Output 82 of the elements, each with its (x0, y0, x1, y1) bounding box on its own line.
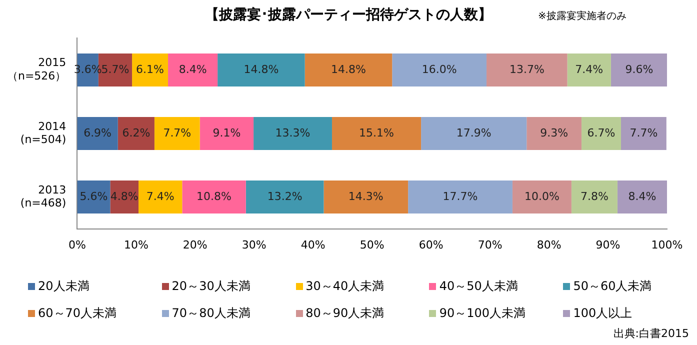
bar (617, 180, 667, 214)
legend-label: 60～70人未満 (38, 305, 117, 322)
data-label: 14.3% (348, 190, 384, 203)
data-label: 6.1% (136, 62, 164, 76)
source-note: 出典:白書2015 (613, 326, 689, 341)
data-label: 13.3% (275, 126, 310, 140)
data-label: 7.7% (163, 126, 192, 140)
bar (620, 116, 666, 150)
bar (182, 180, 246, 214)
data-label: 16.0% (422, 62, 457, 76)
bar (138, 180, 182, 214)
data-label: 9.1% (212, 126, 241, 140)
data-label: 8.4% (628, 190, 656, 203)
bar (154, 116, 200, 150)
data-label: 5.7% (101, 62, 130, 76)
data-label: 10.0% (524, 190, 560, 203)
bar (132, 53, 168, 86)
bar (332, 116, 422, 150)
bar (567, 53, 611, 86)
data-label: 9.3% (540, 126, 568, 140)
data-label: 14.8% (244, 62, 279, 76)
x-tick-label: 30% (242, 238, 266, 252)
data-label: 7.4% (575, 62, 604, 76)
bar (218, 53, 305, 86)
bar (200, 116, 254, 150)
bar (421, 116, 527, 150)
chart-title: 【披露宴･披露パーティー招待ゲストの人数】 (205, 7, 492, 23)
x-tick-label: 50% (360, 238, 384, 252)
legend-label: 50～60人未満 (573, 278, 652, 295)
x-tick-label: 70% (478, 238, 502, 252)
data-label: 9.6% (625, 62, 654, 76)
legend-label: 80～90人未満 (306, 305, 384, 322)
data-label: 13.7% (509, 62, 544, 76)
bar (581, 116, 621, 150)
bar (246, 180, 324, 214)
x-tick-label: 80% (536, 238, 562, 252)
bar (571, 180, 618, 214)
x-tick-label: 90% (596, 238, 620, 252)
bar (408, 180, 512, 214)
bar (486, 53, 568, 86)
data-label: 7.8% (580, 190, 608, 203)
x-tick-label: 0% (68, 238, 86, 252)
legend-label: 30～40人未満 (306, 278, 384, 295)
data-label: 17.7% (442, 190, 478, 203)
bar (254, 116, 332, 150)
x-tick-label: 100% (651, 238, 683, 252)
x-tick-label: 40% (300, 238, 326, 252)
y-tick-label: 2014 (n=504) (20, 120, 66, 146)
bar (512, 180, 572, 214)
y-tick-label: 2015 （n=526） (6, 56, 66, 82)
bar (77, 116, 118, 150)
bar (324, 180, 408, 214)
bar (392, 53, 487, 86)
legend-label: 40～50人未満 (439, 278, 518, 295)
data-label: 6.9% (84, 126, 112, 140)
x-tick-label: 60% (418, 238, 444, 252)
data-label: 6.2% (122, 126, 150, 140)
bar (610, 53, 667, 86)
legend-label: 20人未満 (38, 278, 90, 295)
x-tick-label: 20% (182, 238, 208, 252)
text: ※披露宴実施者のみ (538, 10, 626, 23)
data-label: 6.7% (587, 126, 616, 140)
bar (118, 116, 154, 150)
data-label: 17.9% (456, 126, 492, 140)
data-label: 10.8% (196, 190, 232, 203)
data-label: 5.6% (80, 190, 108, 203)
data-label: 13.2% (267, 190, 302, 203)
legend-label: 90～100人未満 (439, 305, 526, 322)
legend-label: 70～80人未満 (172, 305, 250, 322)
x-tick-label: 10% (124, 238, 148, 252)
data-label: 8.4% (178, 62, 207, 76)
legend-label: 20～30人未満 (172, 278, 250, 295)
bar (304, 53, 392, 86)
data-label: 14.8% (331, 62, 366, 76)
data-label: 7.4% (146, 190, 174, 203)
bar (168, 53, 218, 86)
legend-label: 100人以上 (573, 305, 632, 322)
data-label: 4.8% (110, 190, 138, 203)
data-label: 7.7% (630, 126, 658, 140)
y-tick-label: 2013 (n=468) (20, 183, 66, 210)
bar (526, 116, 582, 150)
data-label: 15.1% (359, 126, 394, 140)
